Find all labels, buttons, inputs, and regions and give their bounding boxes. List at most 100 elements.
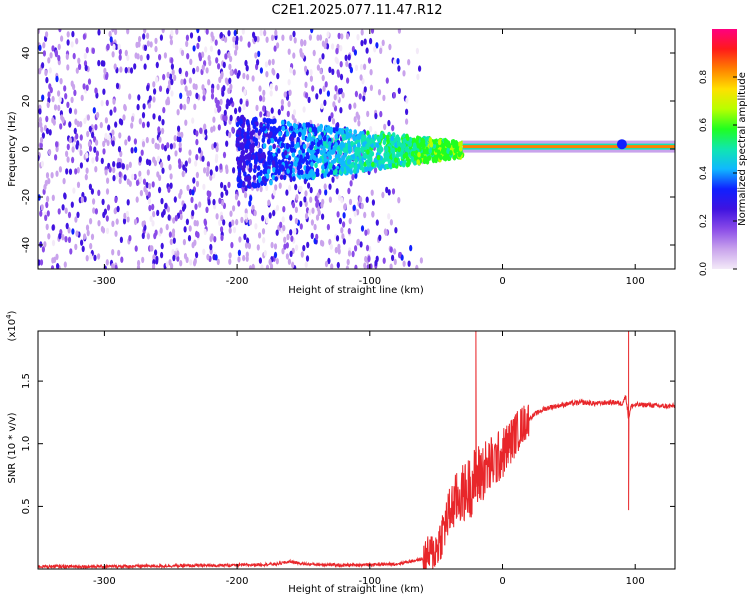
spectrogram-cell: [312, 49, 316, 57]
spectrogram-cell: [253, 209, 257, 217]
spectrogram-cell: [289, 34, 293, 41]
spectrogram-cell: [179, 213, 183, 221]
spectrogram-cell: [310, 29, 314, 34]
spectrogram-cell: [366, 149, 370, 155]
spectrogram-cell: [217, 63, 221, 70]
spectrogram-cell: [332, 146, 337, 153]
spectrogram-cell: [261, 228, 266, 235]
spectrogram-cell: [63, 193, 67, 200]
spectrogram-cell: [64, 93, 68, 100]
spectrogram-cell: [299, 223, 303, 230]
spectrogram-cell: [169, 238, 173, 246]
spectrogram-cell: [108, 30, 112, 38]
spectrogram-cell: [258, 148, 262, 154]
spectrogram-cell: [350, 141, 355, 147]
spectrogram-cell: [97, 59, 101, 67]
spectrogram-cell: [71, 156, 75, 164]
spectrogram-cell: [236, 129, 240, 135]
spectrogram-cell: [242, 103, 246, 111]
spectrogram-cell: [156, 155, 161, 163]
spectrogram-cell: [300, 251, 304, 258]
spectrogram-cell: [183, 78, 187, 85]
spectrogram-cell: [179, 92, 183, 100]
spectrogram-cell: [345, 33, 350, 40]
spectrogram-cell: [272, 209, 276, 217]
spectrogram-cell: [305, 255, 310, 262]
spectrogram-cell: [337, 248, 341, 255]
spectrogram-cell: [348, 103, 352, 110]
spectrogram-cell: [397, 87, 401, 95]
spectrogram-cell: [347, 250, 352, 257]
spectrogram-cell: [159, 227, 163, 234]
spectrogram-cell: [112, 98, 116, 105]
spectrogram-cell: [315, 214, 320, 221]
spectrogram-cell: [124, 67, 128, 74]
spectrogram-cell: [106, 204, 111, 211]
spectrogram-cell: [285, 189, 289, 196]
spectrogram-cell: [336, 69, 340, 76]
spectrogram-cell: [232, 36, 236, 43]
spectrogram-cell: [402, 70, 406, 77]
spectrogram-cell: [316, 171, 320, 177]
spectrogram-cell: [196, 29, 200, 34]
spectrogram-cell: [393, 258, 397, 266]
spectrogram-cell: [154, 142, 158, 149]
spectrogram-cell: [189, 259, 193, 266]
spectrogram-cell: [188, 188, 193, 196]
spectrogram-cell: [352, 133, 356, 140]
spectrogram-cell: [377, 89, 382, 96]
spectrogram-cell: [334, 246, 338, 254]
spectrogram-cell: [180, 78, 184, 86]
spectrogram-cell: [267, 138, 271, 144]
spectrogram-cell: [271, 160, 276, 166]
spectrogram-cell: [114, 121, 118, 128]
spectrogram-cell: [201, 51, 205, 58]
spectrogram-cell: [55, 170, 59, 177]
spectrogram-cell: [85, 84, 89, 91]
spectrogram-cell: [326, 223, 330, 231]
spectrogram-cell: [170, 262, 174, 269]
spectrogram-cell: [139, 189, 143, 197]
spectrogram-cell: [308, 209, 312, 216]
spectrogram-cell: [338, 88, 342, 95]
spectrogram-cell: [259, 122, 264, 128]
spectrogram-cell: [155, 61, 159, 69]
spectrogram-cell: [199, 127, 203, 134]
spectrogram-cell: [232, 205, 236, 212]
spectrogram-cell: [169, 182, 173, 189]
spectrogram-cell: [97, 253, 101, 260]
spectrogram-cell: [134, 245, 138, 252]
spectrogram-cell: [206, 161, 210, 168]
spectrogram-cell: [253, 164, 258, 170]
spectrogram-cell: [404, 151, 409, 158]
spectrogram-cell: [346, 77, 350, 84]
spectrogram-cell: [274, 84, 278, 92]
spectrogram-cell: [210, 93, 215, 100]
spectrogram-cell: [39, 136, 44, 144]
spectrogram-cell: [177, 158, 182, 165]
colorbar-tick-label: 0.2: [699, 214, 709, 228]
spectrogram-cell: [49, 52, 53, 59]
spectrogram-cell: [342, 154, 346, 161]
spectrogram-cell: [273, 126, 277, 132]
spectrogram-cell: [241, 186, 245, 194]
spectrogram-cell: [194, 83, 198, 91]
spectrogram-cell: [42, 42, 46, 49]
x-tick-label: -300: [93, 276, 116, 287]
spectrogram-cell: [269, 90, 273, 97]
spectrogram-cell: [154, 45, 158, 53]
spectrogram-cell: [238, 135, 242, 141]
spectrogram-cell: [235, 142, 239, 148]
spectrogram-cell: [216, 258, 220, 266]
spectrogram-cell: [114, 196, 118, 204]
spectrogram-cell: [371, 161, 375, 168]
spectrogram-cell: [422, 143, 426, 149]
spectrogram-cell: [100, 157, 104, 165]
spectrogram-cell: [160, 197, 164, 205]
spectrogram-cell: [136, 103, 140, 111]
spectrogram-cell: [302, 143, 307, 150]
colorbar-gradient: [712, 29, 737, 269]
spectrogram-cell: [50, 172, 54, 179]
spectrogram-cell: [329, 243, 333, 250]
spectrogram-cell: [223, 109, 227, 117]
